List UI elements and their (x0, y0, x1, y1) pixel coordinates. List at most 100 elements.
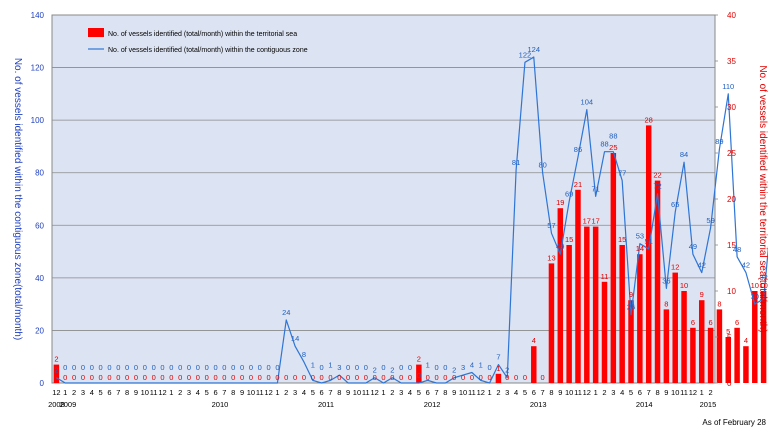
bar (584, 226, 590, 383)
line-label: 24 (282, 308, 290, 317)
bar-label: 6 (691, 318, 695, 327)
bar-label: 0 (541, 373, 545, 382)
bar-label: 0 (293, 373, 297, 382)
bar-label: 0 (249, 373, 253, 382)
month-tick-label: 5 (311, 388, 315, 397)
bar-label: 0 (328, 373, 332, 382)
month-tick-label: 11 (574, 388, 582, 397)
line-label: 8 (302, 350, 306, 359)
right-axis-tick-label: 25 (727, 149, 736, 158)
data-labels: 20 0 0 0 0 0 0 0 0 0 0 0 0 0 0 0 0 0 0 0 0 0 0 0 0 0 0 0 0 0 0 0 0 0 0 0 0 0 0… (54, 45, 767, 382)
left-axis-tick-label: 100 (31, 116, 45, 125)
month-tick-label: 9 (240, 388, 244, 397)
bar-label: 0 (72, 373, 76, 382)
month-tick-label: 12 (158, 388, 166, 397)
year-label: 2009 (60, 400, 77, 409)
bar-label: 0 (390, 373, 394, 382)
bar-label: 21 (574, 180, 582, 189)
bar-label: 0 (187, 373, 191, 382)
line-label: 0 (417, 371, 421, 380)
bar-label: 0 (364, 373, 368, 382)
bar (734, 327, 740, 383)
bar-label: 0 (99, 373, 103, 382)
line-label: 0 (125, 363, 129, 372)
bar (752, 291, 758, 383)
month-tick-label: 12 (264, 388, 272, 397)
bar (610, 153, 617, 383)
line-label: 2 (390, 366, 394, 375)
line-label: 48 (733, 245, 741, 254)
month-tick-label: 10 (671, 388, 679, 397)
legend-bar-swatch (88, 28, 104, 37)
line-label: 65 (671, 200, 679, 209)
bar (637, 254, 643, 383)
bar (531, 346, 537, 383)
month-tick-label: 11 (256, 388, 264, 397)
line-label: 2 (505, 366, 509, 375)
line-label: 0 (231, 363, 235, 372)
bar (601, 281, 608, 383)
month-tick-label: 1 (700, 388, 704, 397)
line-label: 81 (512, 158, 520, 167)
line-label: 77 (618, 169, 626, 178)
line-label: 0 (90, 363, 94, 372)
bar (725, 337, 732, 383)
left-axis-tick-label: 140 (31, 11, 45, 20)
line-label: 3 (461, 363, 465, 372)
left-axis-tick-label: 60 (35, 221, 44, 230)
month-tick-label: 7 (116, 388, 120, 397)
bar (575, 189, 581, 383)
bar-label: 0 (487, 373, 491, 382)
bar-label: 0 (152, 373, 156, 382)
bar-label: 8 (717, 299, 721, 308)
bar-label: 0 (284, 373, 288, 382)
bar-label: 0 (505, 373, 509, 382)
bar-label: 0 (302, 373, 306, 382)
month-tick-label: 4 (196, 388, 200, 397)
bar-label: 0 (523, 373, 527, 382)
line-label: 0 (434, 363, 438, 372)
bar-label: 0 (373, 373, 377, 382)
line-label: 42 (742, 261, 750, 270)
line-label: 88 (600, 140, 608, 149)
bar-label: 22 (653, 171, 661, 180)
bar (53, 364, 60, 383)
bar-label: 10 (680, 281, 688, 290)
month-tick-label: 7 (222, 388, 226, 397)
left-axis-tick-label: 20 (35, 326, 44, 335)
line-label: 0 (222, 363, 226, 372)
year-label: 2011 (318, 400, 334, 409)
line-label: 49 (556, 242, 564, 251)
bar (548, 263, 555, 383)
month-tick-label: 3 (293, 388, 297, 397)
right-axis-tick-label: 20 (727, 195, 736, 204)
bar-label: 2 (54, 355, 58, 364)
bar-label: 0 (169, 373, 173, 382)
line-label: 0 (258, 363, 262, 372)
line-label: 0 (152, 363, 156, 372)
line-label: 1 (426, 360, 430, 369)
right-axis-tick-label: 10 (727, 287, 736, 296)
line-label: 42 (698, 261, 706, 270)
line-label: 26 (627, 303, 635, 312)
bar-label: 11 (601, 272, 609, 281)
month-tick-label: 3 (505, 388, 509, 397)
month-tick-label: 8 (125, 388, 129, 397)
line-label: 2 (452, 366, 456, 375)
right-axis-tick-label: 15 (727, 241, 736, 250)
month-tick-label: 8 (231, 388, 235, 397)
bar-label: 0 (470, 373, 474, 382)
line-label: 0 (381, 363, 385, 372)
left-axis-tick-label: 40 (35, 274, 44, 283)
bar (760, 291, 767, 383)
bar-label: 17 (591, 217, 599, 226)
month-tick-label: 9 (664, 388, 668, 397)
bar-label: 14 (636, 244, 644, 253)
bar-label: 0 (408, 373, 412, 382)
left-axis-tick-label: 80 (35, 169, 44, 178)
year-label: 2014 (636, 400, 653, 409)
line-label: 0 (63, 363, 67, 372)
bar-label: 0 (258, 373, 262, 382)
line-label: 122 (519, 50, 532, 59)
month-tick-label: 4 (620, 388, 624, 397)
